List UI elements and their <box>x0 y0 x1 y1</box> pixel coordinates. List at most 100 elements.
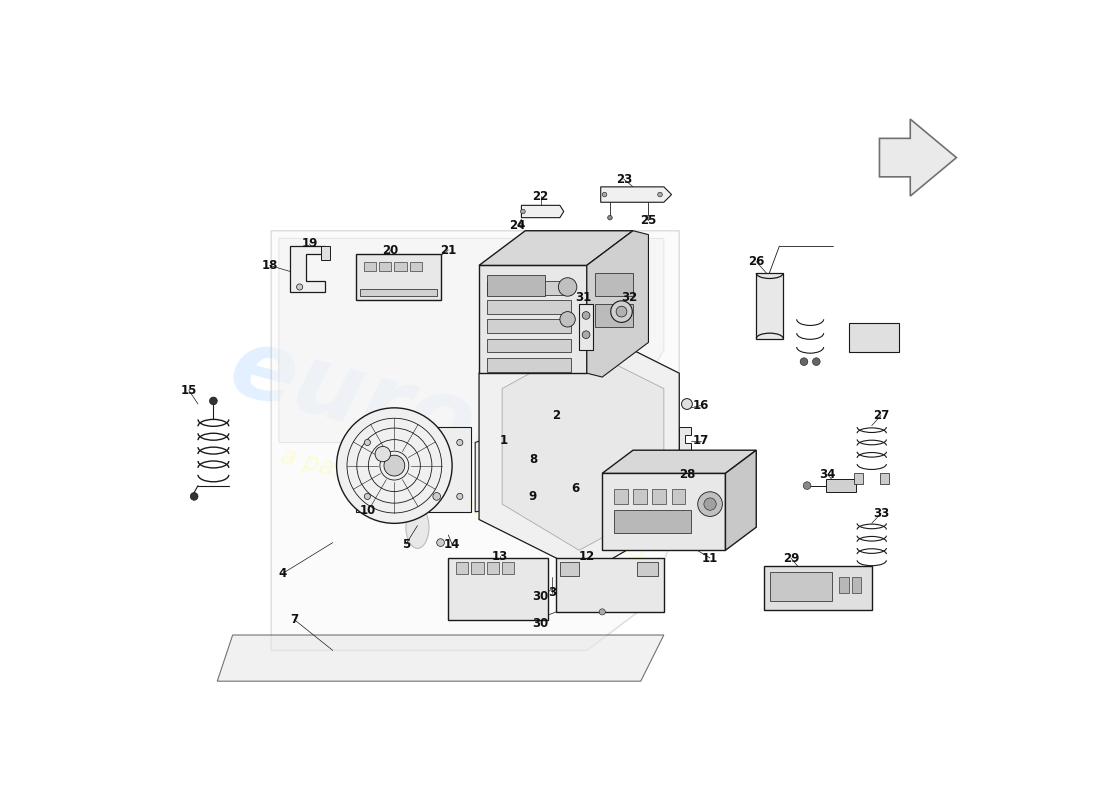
Bar <box>363 262 376 270</box>
Circle shape <box>803 482 811 490</box>
Text: 6: 6 <box>571 482 580 495</box>
Polygon shape <box>587 230 649 377</box>
Circle shape <box>582 331 590 338</box>
Polygon shape <box>480 327 680 574</box>
Circle shape <box>190 493 198 500</box>
Circle shape <box>346 418 442 513</box>
Circle shape <box>616 306 627 317</box>
Bar <box>321 246 330 260</box>
Bar <box>486 319 572 333</box>
Circle shape <box>297 284 302 290</box>
Text: 19: 19 <box>301 238 318 250</box>
Text: 15: 15 <box>180 384 197 397</box>
Text: 20: 20 <box>383 243 398 257</box>
Text: 27: 27 <box>873 409 889 422</box>
Text: 10: 10 <box>360 504 375 517</box>
Polygon shape <box>480 266 587 373</box>
Circle shape <box>582 312 590 319</box>
Bar <box>502 562 515 574</box>
Text: 30: 30 <box>532 617 549 630</box>
Circle shape <box>384 455 405 476</box>
Circle shape <box>646 215 651 220</box>
Circle shape <box>607 215 613 220</box>
Polygon shape <box>290 246 326 292</box>
Bar <box>594 273 634 296</box>
Text: 14: 14 <box>444 538 460 550</box>
Text: 34: 34 <box>820 468 836 482</box>
Text: 29: 29 <box>783 551 799 565</box>
Text: 23: 23 <box>616 173 631 186</box>
Bar <box>486 338 572 353</box>
Circle shape <box>209 397 218 405</box>
Circle shape <box>704 498 716 510</box>
Bar <box>839 578 849 593</box>
Circle shape <box>368 440 420 491</box>
Ellipse shape <box>406 506 429 548</box>
Bar <box>770 572 832 601</box>
Text: 16: 16 <box>693 399 710 412</box>
Bar <box>360 289 437 296</box>
Bar <box>634 489 647 504</box>
Bar <box>652 489 667 504</box>
Text: 1: 1 <box>499 434 508 447</box>
Bar <box>849 323 899 353</box>
Bar <box>671 489 685 504</box>
Circle shape <box>356 428 432 503</box>
Polygon shape <box>502 346 664 550</box>
Text: 9: 9 <box>529 490 537 503</box>
Text: 26: 26 <box>748 255 764 268</box>
Circle shape <box>519 223 524 228</box>
Text: eurocres: eurocres <box>220 320 707 534</box>
Circle shape <box>682 398 692 410</box>
Circle shape <box>813 358 821 366</box>
Bar <box>486 300 572 314</box>
Circle shape <box>675 470 683 477</box>
Text: 3: 3 <box>548 586 557 599</box>
Text: 11: 11 <box>702 551 718 565</box>
Bar <box>409 262 422 270</box>
Text: 2: 2 <box>552 409 560 422</box>
Circle shape <box>560 311 575 327</box>
Bar <box>395 262 407 270</box>
Text: 8: 8 <box>529 453 537 466</box>
Circle shape <box>658 192 662 197</box>
Text: 12: 12 <box>579 550 595 563</box>
Bar <box>594 304 634 327</box>
Bar <box>486 274 544 296</box>
Circle shape <box>456 494 463 499</box>
Bar <box>556 558 663 612</box>
Circle shape <box>559 278 576 296</box>
Text: 5: 5 <box>402 538 410 550</box>
Circle shape <box>375 446 390 462</box>
Text: 17: 17 <box>693 434 708 447</box>
Bar <box>472 562 484 574</box>
Text: 24: 24 <box>509 219 526 232</box>
Circle shape <box>337 408 452 523</box>
Bar <box>486 358 572 372</box>
Text: 22: 22 <box>532 190 549 202</box>
Polygon shape <box>279 238 664 442</box>
Circle shape <box>437 538 444 546</box>
Circle shape <box>610 301 632 322</box>
Bar <box>356 254 440 300</box>
Bar <box>880 474 890 484</box>
Circle shape <box>456 439 463 446</box>
Text: 4: 4 <box>278 567 287 580</box>
Bar <box>854 474 864 484</box>
Polygon shape <box>271 230 680 650</box>
Polygon shape <box>356 427 472 512</box>
Bar <box>825 479 856 492</box>
Bar <box>851 578 861 593</box>
Text: 31: 31 <box>575 291 591 304</box>
Bar <box>560 562 580 576</box>
Text: 30: 30 <box>532 590 549 603</box>
Bar <box>580 304 593 350</box>
Text: 33: 33 <box>873 507 889 520</box>
Polygon shape <box>218 635 664 682</box>
Circle shape <box>377 464 396 482</box>
Bar <box>378 262 392 270</box>
Text: 18: 18 <box>262 259 278 272</box>
Bar <box>486 562 499 574</box>
Text: 32: 32 <box>621 291 637 304</box>
Bar <box>763 566 871 610</box>
